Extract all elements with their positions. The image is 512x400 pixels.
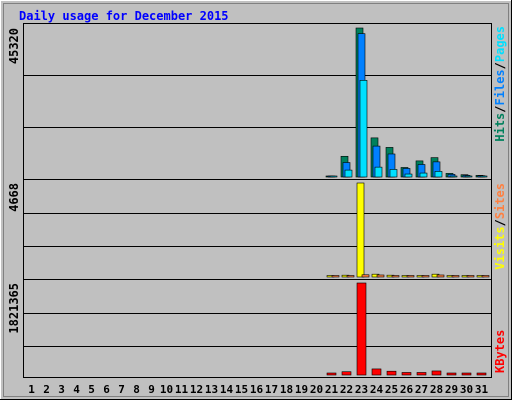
bar-sites-day-29 <box>451 275 460 278</box>
x-tick-label: 25 <box>385 383 398 396</box>
panel-gridlines <box>24 313 491 347</box>
bar-kbytes-day-22 <box>341 371 352 376</box>
legend-entry: Visits <box>493 226 507 269</box>
x-tick-label: 9 <box>148 383 155 396</box>
bar-pages-day-22 <box>344 169 353 178</box>
x-tick-label: 23 <box>355 383 368 396</box>
bar-sites-day-23 <box>361 274 370 278</box>
panel-legend: Hits/Files/Pages <box>493 26 507 142</box>
kbytes-panel: 1821365 KBytes <box>7 279 507 378</box>
y-max-label: 4668 <box>7 183 21 212</box>
panel-legend: KBytes <box>493 330 507 373</box>
x-tick-label: 18 <box>280 383 293 396</box>
x-tick-label: 6 <box>103 383 110 396</box>
bar-pages-day-27 <box>419 172 428 178</box>
bar-kbytes-day-26 <box>401 372 412 376</box>
panel-bars <box>326 282 487 376</box>
x-tick-label: 29 <box>445 383 458 396</box>
bar-sites-day-25 <box>391 275 400 278</box>
x-tick-label: 19 <box>295 383 308 396</box>
x-tick-label: 14 <box>220 383 234 396</box>
bar-sites-day-24 <box>376 274 385 278</box>
bar-pages-day-28 <box>434 171 443 178</box>
x-tick-label: 11 <box>175 383 189 396</box>
bar-sites-day-21 <box>331 275 340 278</box>
bar-sites-day-22 <box>346 275 355 278</box>
x-tick-label: 17 <box>265 383 278 396</box>
x-tick-label: 21 <box>325 383 339 396</box>
x-tick-label: 20 <box>310 383 323 396</box>
bar-kbytes-day-31 <box>476 372 487 376</box>
bar-kbytes-day-24 <box>371 368 382 376</box>
bar-kbytes-day-30 <box>461 372 472 376</box>
legend-entry: Sites <box>493 183 507 219</box>
y-max-label: 1821365 <box>7 283 21 334</box>
bar-sites-day-31 <box>481 275 490 278</box>
x-tick-label: 12 <box>190 383 203 396</box>
legend-entry: / <box>493 105 507 112</box>
bar-pages-day-26 <box>404 173 413 178</box>
bar-kbytes-day-25 <box>386 370 397 376</box>
hits-files-pages-panel: 45320 Hits/Files/Pages <box>7 23 507 180</box>
legend-entry: / <box>493 62 507 69</box>
panel-frame <box>23 179 492 280</box>
x-tick-label: 1 <box>28 383 35 396</box>
x-tick-label: 28 <box>430 383 443 396</box>
panel-frame <box>23 279 492 378</box>
x-tick-label: 31 <box>475 383 489 396</box>
x-tick-label: 5 <box>88 383 95 396</box>
chart-title: Daily usage for December 2015 <box>19 9 229 23</box>
bar-kbytes-day-28 <box>431 370 442 376</box>
bar-kbytes-day-23 <box>356 282 367 376</box>
panel-legend: Visits/Sites <box>493 183 507 270</box>
bar-kbytes-day-21 <box>326 372 337 376</box>
bar-sites-day-30 <box>466 275 475 278</box>
bar-kbytes-day-27 <box>416 372 427 376</box>
x-tick-label: 15 <box>235 383 248 396</box>
x-tick-label: 30 <box>460 383 473 396</box>
bar-pages-day-21 <box>329 175 338 178</box>
bar-pages-day-23 <box>359 80 368 178</box>
panel-bars <box>326 182 490 278</box>
legend-entry: Pages <box>493 26 507 62</box>
x-tick-label: 13 <box>205 383 218 396</box>
x-tick-label: 10 <box>160 383 173 396</box>
panel-gridlines <box>24 75 491 128</box>
inner-border <box>3 3 509 397</box>
x-tick-label: 3 <box>58 383 65 396</box>
bar-sites-day-26 <box>406 275 415 278</box>
bar-pages-day-31 <box>479 175 488 178</box>
x-tick-label: 16 <box>250 383 264 396</box>
bar-sites-day-28 <box>436 274 445 278</box>
x-tick-label: 26 <box>400 383 414 396</box>
x-tick-label: 7 <box>118 383 125 396</box>
bar-sites-day-27 <box>421 275 430 278</box>
x-tick-label: 2 <box>43 383 50 396</box>
x-tick-label: 27 <box>415 383 428 396</box>
legend-entry: Files <box>493 69 507 105</box>
legend-entry: Hits <box>493 113 507 142</box>
bar-kbytes-day-29 <box>446 372 457 376</box>
visits-sites-panel: 4668 Visits/Sites <box>7 179 507 280</box>
panel-bars <box>325 27 488 178</box>
panel-gridlines <box>24 213 491 247</box>
bar-pages-day-29 <box>449 175 458 178</box>
x-tick-label: 8 <box>133 383 140 396</box>
bar-visits-day-23 <box>356 182 365 278</box>
y-max-label: 45320 <box>7 28 21 64</box>
x-axis-day-labels: 1 2 3 4 5 6 7 8 9 10 11 12 13 14 15 16 17 18 19 20 21 22 23 24 2… <box>28 383 488 396</box>
legend-entry: / <box>493 219 507 226</box>
legend-entry: KBytes <box>493 330 507 373</box>
bar-pages-day-30 <box>464 175 473 178</box>
bar-pages-day-25 <box>389 169 398 178</box>
x-tick-label: 4 <box>73 383 80 396</box>
bar-pages-day-24 <box>374 166 383 178</box>
panel-frame <box>23 23 492 180</box>
x-tick-label: 24 <box>370 383 384 396</box>
x-tick-label: 22 <box>340 383 353 396</box>
